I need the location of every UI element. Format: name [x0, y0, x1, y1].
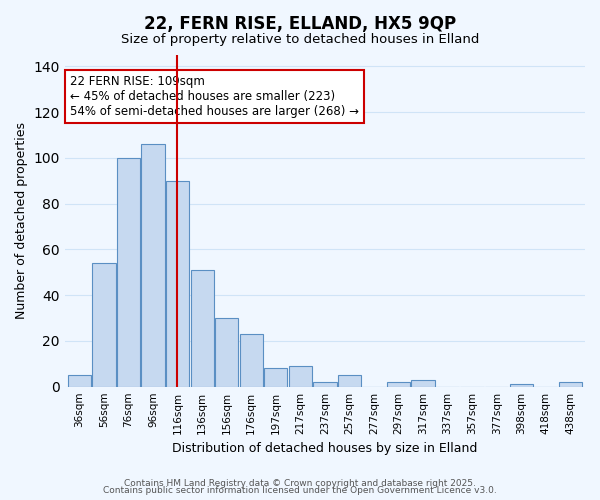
Bar — [387, 382, 410, 386]
Bar — [92, 263, 116, 386]
Text: Contains public sector information licensed under the Open Government Licence v3: Contains public sector information licen… — [103, 486, 497, 495]
X-axis label: Distribution of detached houses by size in Elland: Distribution of detached houses by size … — [172, 442, 478, 455]
Bar — [117, 158, 140, 386]
Bar — [313, 382, 337, 386]
Bar — [215, 318, 238, 386]
Bar — [559, 382, 582, 386]
Bar — [509, 384, 533, 386]
Y-axis label: Number of detached properties: Number of detached properties — [15, 122, 28, 320]
Bar — [68, 375, 91, 386]
Bar — [338, 375, 361, 386]
Text: 22, FERN RISE, ELLAND, HX5 9QP: 22, FERN RISE, ELLAND, HX5 9QP — [144, 15, 456, 33]
Text: 22 FERN RISE: 109sqm
← 45% of detached houses are smaller (223)
54% of semi-deta: 22 FERN RISE: 109sqm ← 45% of detached h… — [70, 75, 359, 118]
Bar — [412, 380, 435, 386]
Text: Size of property relative to detached houses in Elland: Size of property relative to detached ho… — [121, 32, 479, 46]
Bar — [264, 368, 287, 386]
Bar — [289, 366, 312, 386]
Bar — [239, 334, 263, 386]
Text: Contains HM Land Registry data © Crown copyright and database right 2025.: Contains HM Land Registry data © Crown c… — [124, 478, 476, 488]
Bar — [191, 270, 214, 386]
Bar — [142, 144, 165, 386]
Bar — [166, 181, 190, 386]
